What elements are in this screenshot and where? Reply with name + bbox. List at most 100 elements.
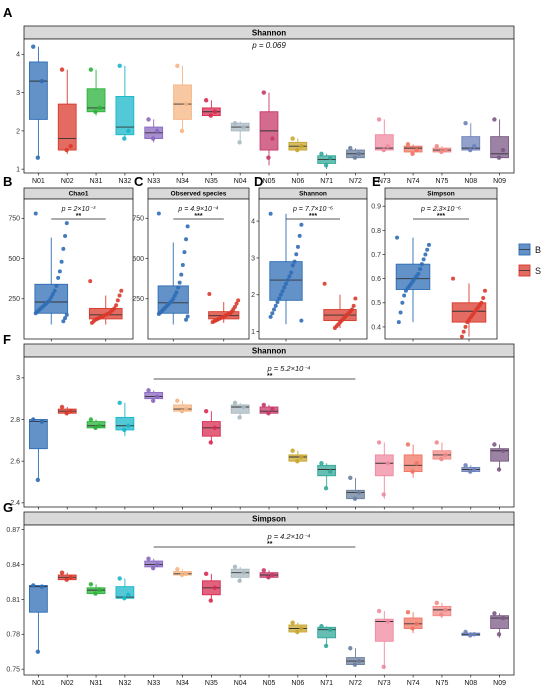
- box: [29, 585, 48, 613]
- data-point: [356, 490, 362, 495]
- y-tick-label: 0.8: [371, 228, 381, 235]
- data-point: [146, 388, 151, 393]
- panel-F: FShannon2.42.62.83N01N02N31N32N33N34N35N…: [3, 332, 515, 519]
- signif-stars: ***: [437, 213, 445, 220]
- data-point: [400, 300, 405, 305]
- x-tick-label: N04: [234, 178, 247, 185]
- data-point: [59, 67, 65, 72]
- data-point: [64, 312, 69, 317]
- data-point: [467, 469, 473, 474]
- data-point: [59, 570, 65, 575]
- data-point: [295, 629, 300, 635]
- data-point: [117, 576, 122, 581]
- p-value: p = 2×10⁻³: [61, 206, 96, 213]
- data-point: [290, 263, 295, 268]
- x-tick-label: N31: [90, 680, 103, 685]
- data-point: [54, 283, 59, 288]
- x-tick-label: N32: [118, 178, 131, 185]
- data-point: [31, 583, 36, 588]
- signif-stars: **: [267, 373, 273, 380]
- legend: BS: [518, 243, 541, 277]
- data-point: [182, 250, 187, 255]
- x-tick-label: N02: [61, 680, 74, 685]
- plot-frame: [23, 356, 515, 508]
- data-point: [295, 147, 300, 153]
- data-point: [414, 147, 419, 153]
- y-tick-label: 1: [16, 167, 20, 174]
- data-point: [237, 140, 242, 145]
- data-point: [290, 448, 295, 453]
- data-point: [472, 632, 477, 637]
- y-tick-label: 4: [16, 52, 20, 59]
- data-point: [395, 235, 400, 240]
- data-point: [500, 448, 506, 453]
- y-tick-label: 0.4: [371, 324, 381, 331]
- data-point: [500, 147, 506, 153]
- data-point: [88, 67, 94, 72]
- data-point: [126, 592, 131, 597]
- data-point: [385, 461, 390, 466]
- data-point: [459, 334, 464, 339]
- x-tick-label: N34: [176, 178, 189, 185]
- data-point: [461, 329, 466, 334]
- data-point: [174, 290, 179, 295]
- data-point: [61, 246, 66, 251]
- y-tick-label: 3: [16, 90, 20, 97]
- data-point: [405, 142, 411, 147]
- data-point: [89, 320, 94, 325]
- data-point: [272, 307, 277, 312]
- data-point: [261, 402, 267, 408]
- data-point: [419, 262, 424, 267]
- data-point: [59, 259, 64, 264]
- data-point: [50, 291, 55, 296]
- data-point: [396, 320, 401, 325]
- data-point: [35, 477, 41, 483]
- data-point: [31, 417, 36, 422]
- x-tick-label: N08: [464, 178, 477, 185]
- data-point: [467, 147, 473, 153]
- data-point: [117, 63, 122, 68]
- box: [230, 568, 250, 578]
- y-tick-label: 0.78: [6, 632, 20, 639]
- data-point: [31, 44, 36, 49]
- data-point: [492, 611, 497, 616]
- x-tick-label: N01: [32, 680, 45, 685]
- data-point: [299, 222, 304, 227]
- data-point: [154, 394, 160, 399]
- y-tick-label: 250: [8, 296, 20, 303]
- data-point: [385, 619, 390, 624]
- data-point: [356, 151, 362, 157]
- p-value: p = 0.069: [251, 41, 286, 50]
- data-point: [35, 155, 41, 160]
- data-point: [93, 109, 98, 114]
- y-tick-label: 0.6: [371, 276, 381, 283]
- data-point: [126, 128, 131, 134]
- panel-label: C: [134, 174, 144, 189]
- y-tick-label: 2.4: [10, 500, 20, 507]
- data-point: [381, 147, 386, 153]
- box: [395, 263, 431, 290]
- panel-title: Simpson: [252, 515, 286, 524]
- data-point: [176, 285, 181, 290]
- data-point: [33, 211, 38, 216]
- y-tick-label: 0.75: [6, 667, 20, 674]
- data-point: [177, 280, 182, 285]
- data-point: [376, 608, 382, 614]
- data-point: [179, 128, 185, 134]
- panel-label: A: [3, 5, 13, 20]
- data-point: [465, 320, 470, 325]
- data-point: [327, 155, 333, 160]
- data-point: [49, 295, 54, 300]
- data-point: [122, 136, 127, 141]
- x-tick-label: N72: [349, 680, 362, 685]
- x-tick-label: N06: [291, 680, 304, 685]
- data-point: [376, 117, 382, 122]
- data-point: [150, 565, 156, 571]
- data-point: [175, 63, 180, 68]
- data-point: [146, 117, 151, 122]
- data-point: [439, 612, 444, 617]
- data-point: [425, 247, 430, 252]
- data-point: [403, 288, 408, 293]
- data-point: [64, 147, 69, 153]
- data-point: [97, 105, 102, 111]
